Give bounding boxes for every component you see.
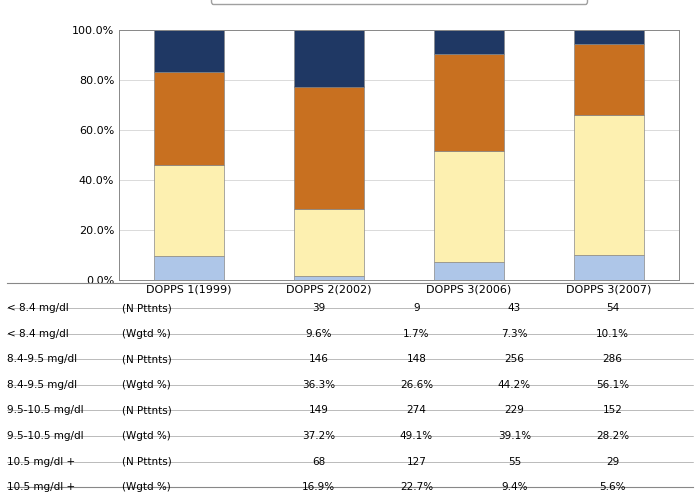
Text: 152: 152 [603, 406, 622, 415]
Bar [434, 54, 504, 151]
Bar [294, 276, 364, 280]
Text: 37.2%: 37.2% [302, 431, 335, 441]
Text: (N Pttnts): (N Pttnts) [122, 456, 172, 466]
Text: 274: 274 [407, 406, 426, 415]
Bar [154, 165, 224, 256]
Text: 9: 9 [413, 303, 420, 313]
Text: 127: 127 [407, 456, 426, 466]
Text: 9.5-10.5 mg/dl: 9.5-10.5 mg/dl [7, 431, 83, 441]
Bar [294, 30, 364, 86]
Text: 39.1%: 39.1% [498, 431, 531, 441]
Text: 68: 68 [312, 456, 325, 466]
Bar [154, 72, 224, 165]
Text: 9.6%: 9.6% [305, 329, 332, 339]
Text: 49.1%: 49.1% [400, 431, 433, 441]
Text: 22.7%: 22.7% [400, 482, 433, 492]
Bar [154, 30, 224, 72]
Text: (Wgtd %): (Wgtd %) [122, 380, 172, 390]
Text: < 8.4 mg/dl: < 8.4 mg/dl [7, 303, 69, 313]
Text: 44.2%: 44.2% [498, 380, 531, 390]
Text: (Wgtd %): (Wgtd %) [122, 431, 172, 441]
Text: 7.3%: 7.3% [501, 329, 528, 339]
Text: 55: 55 [508, 456, 521, 466]
Bar [574, 44, 644, 114]
Text: (N Pttnts): (N Pttnts) [122, 303, 172, 313]
Text: 8.4-9.5 mg/dl: 8.4-9.5 mg/dl [7, 380, 77, 390]
Bar [294, 209, 364, 276]
Text: 16.9%: 16.9% [302, 482, 335, 492]
Text: 229: 229 [505, 406, 524, 415]
Text: 54: 54 [606, 303, 619, 313]
Text: 286: 286 [603, 354, 622, 364]
Text: 5.6%: 5.6% [599, 482, 626, 492]
Text: 43: 43 [508, 303, 521, 313]
Bar [434, 151, 504, 262]
Text: 10.5 mg/dl +: 10.5 mg/dl + [7, 482, 75, 492]
Bar [574, 30, 644, 44]
Text: (Wgtd %): (Wgtd %) [122, 482, 172, 492]
Legend: < 8.4 mg/dl, 8.4-9.5 mg/dl, 9.5-10.5 mg/dl, 10.5 mg/dl +: < 8.4 mg/dl, 8.4-9.5 mg/dl, 9.5-10.5 mg/… [211, 0, 587, 4]
Bar [574, 255, 644, 280]
Bar [154, 256, 224, 280]
Text: 149: 149 [309, 406, 328, 415]
Text: (Wgtd %): (Wgtd %) [122, 329, 172, 339]
Text: (N Pttnts): (N Pttnts) [122, 354, 172, 364]
Text: < 8.4 mg/dl: < 8.4 mg/dl [7, 329, 69, 339]
Text: 9.4%: 9.4% [501, 482, 528, 492]
Text: 256: 256 [505, 354, 524, 364]
Text: 9.5-10.5 mg/dl: 9.5-10.5 mg/dl [7, 406, 83, 415]
Text: 10.5 mg/dl +: 10.5 mg/dl + [7, 456, 75, 466]
Text: 26.6%: 26.6% [400, 380, 433, 390]
Text: 146: 146 [309, 354, 328, 364]
Bar [294, 86, 364, 209]
Text: 39: 39 [312, 303, 325, 313]
Bar [434, 262, 504, 280]
Text: 36.3%: 36.3% [302, 380, 335, 390]
Text: (N Pttnts): (N Pttnts) [122, 406, 172, 415]
Text: 1.7%: 1.7% [403, 329, 430, 339]
Text: 148: 148 [407, 354, 426, 364]
Bar [574, 114, 644, 255]
Text: 28.2%: 28.2% [596, 431, 629, 441]
Bar [434, 30, 504, 54]
Text: 56.1%: 56.1% [596, 380, 629, 390]
Text: 29: 29 [606, 456, 619, 466]
Text: 10.1%: 10.1% [596, 329, 629, 339]
Text: 8.4-9.5 mg/dl: 8.4-9.5 mg/dl [7, 354, 77, 364]
